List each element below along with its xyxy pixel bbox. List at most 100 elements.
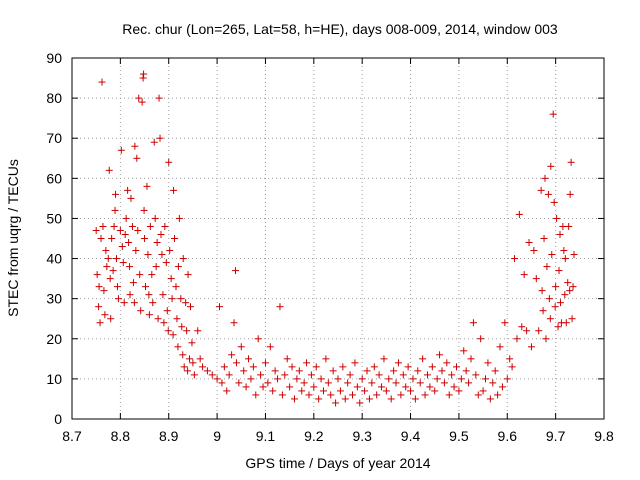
data-point (261, 359, 269, 367)
data-point (452, 363, 460, 371)
data-point (290, 395, 298, 403)
data-point (203, 367, 211, 375)
data-point (537, 186, 545, 194)
data-point (457, 375, 465, 383)
data-point (131, 142, 139, 150)
data-point (443, 359, 451, 367)
data-point (269, 387, 277, 395)
data-point (286, 383, 294, 391)
data-point (162, 259, 170, 267)
data-point (411, 395, 419, 403)
data-point (344, 379, 352, 387)
data-point (353, 383, 361, 391)
data-point (116, 226, 124, 234)
data-point (184, 271, 192, 279)
grid-layer (72, 58, 604, 419)
data-point (101, 311, 109, 319)
x-tick-label: 8.9 (159, 428, 179, 444)
data-point (126, 263, 134, 271)
data-point (117, 146, 125, 154)
data-point (501, 319, 509, 327)
x-tick-label: 9.3 (352, 428, 372, 444)
data-point (382, 387, 390, 395)
data-point (538, 287, 546, 295)
data-point (95, 303, 103, 311)
data-point (149, 299, 157, 307)
data-point (327, 391, 335, 399)
data-point (543, 263, 551, 271)
data-point (168, 295, 176, 303)
data-point (486, 395, 494, 403)
data-point (460, 347, 468, 355)
data-point (182, 299, 190, 307)
data-point (257, 371, 265, 379)
data-point (295, 367, 303, 375)
data-point (235, 379, 243, 387)
data-point (127, 194, 135, 202)
data-point (300, 379, 308, 387)
data-point (252, 391, 260, 399)
data-point (151, 214, 159, 222)
y-tick-label: 20 (46, 331, 62, 347)
data-point (423, 371, 431, 379)
data-point (105, 166, 113, 174)
data-point (523, 327, 531, 335)
x-tick-label: 8.7 (62, 428, 82, 444)
data-point (385, 375, 393, 383)
data-point (491, 367, 499, 375)
data-point (283, 355, 291, 363)
data-point (431, 387, 439, 395)
data-point (489, 379, 497, 387)
data-point (341, 395, 349, 403)
data-point (462, 367, 470, 375)
data-point (184, 367, 192, 375)
data-point (556, 230, 564, 238)
data-point (97, 235, 105, 242)
data-point (436, 351, 444, 359)
data-point (339, 363, 347, 371)
data-point (307, 371, 315, 379)
data-point (511, 255, 519, 263)
data-point (281, 371, 289, 379)
data-point (550, 198, 558, 206)
data-point (482, 375, 490, 383)
y-tick-label: 70 (46, 130, 62, 146)
data-point (179, 255, 187, 263)
data-point (155, 94, 163, 102)
data-point (247, 375, 255, 383)
data-point (542, 335, 550, 343)
data-point (548, 251, 556, 259)
data-point (525, 239, 533, 247)
data-point (100, 287, 108, 295)
data-point (556, 299, 564, 307)
data-point (419, 355, 427, 363)
data-point (96, 319, 104, 327)
data-point (152, 263, 160, 271)
y-tick-label: 90 (46, 50, 62, 66)
data-point (472, 371, 480, 379)
data-point (178, 323, 186, 331)
data-point (450, 383, 458, 391)
data-point (494, 391, 502, 399)
data-point (160, 319, 168, 327)
data-point (165, 158, 173, 166)
data-point (479, 387, 487, 395)
data-point (322, 355, 330, 363)
axis-ticks: 8.7 8.8 8.9 9 9.1 9.2 9.3 9.4 9.5 9.6 9.7 9.8 0 10 20 3… (46, 50, 614, 444)
data-point (530, 247, 538, 255)
data-point (324, 379, 332, 387)
data-point (112, 190, 120, 198)
data-point (171, 235, 179, 242)
y-tick-label: 10 (46, 371, 62, 387)
data-point (438, 367, 446, 375)
data-point (428, 363, 436, 371)
y-tick-label: 30 (46, 291, 62, 307)
data-point (361, 387, 369, 395)
data-point (562, 319, 570, 327)
data-point (136, 271, 144, 279)
data-point (397, 391, 405, 399)
data-point (134, 226, 142, 234)
data-point (421, 391, 429, 399)
data-point (142, 283, 150, 291)
data-point (228, 351, 236, 359)
